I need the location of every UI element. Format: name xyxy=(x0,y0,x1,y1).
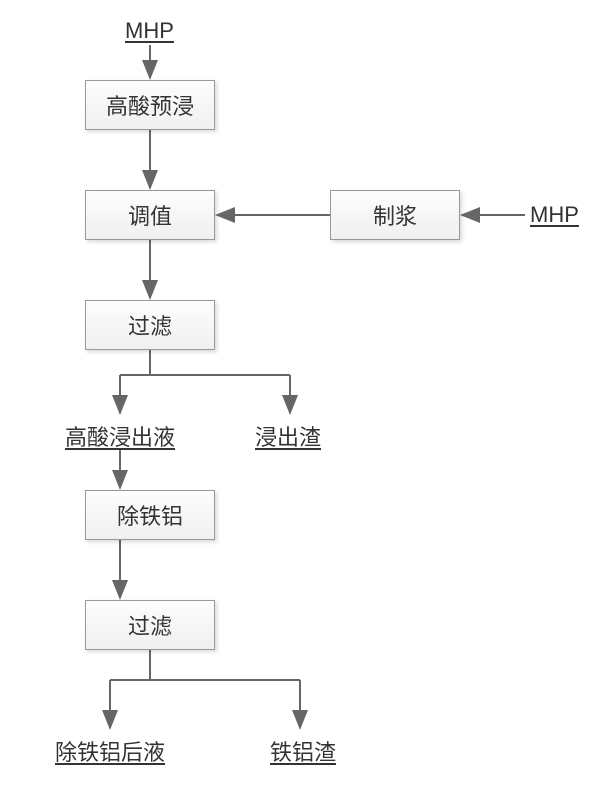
label-jinchu-zha: 浸出渣 xyxy=(255,420,321,452)
box-guolv2: 过滤 xyxy=(85,600,215,650)
label-mhp-top: MHP xyxy=(125,18,174,44)
box-label: 过滤 xyxy=(128,609,172,641)
box-tiaozhi: 调值 xyxy=(85,190,215,240)
box-chutielv: 除铁铝 xyxy=(85,490,215,540)
label-mhp-right: MHP xyxy=(530,202,579,228)
box-zhijiang: 制浆 xyxy=(330,190,460,240)
box-label: 制浆 xyxy=(373,199,417,231)
box-high-acid-preleach: 高酸预浸 xyxy=(85,80,215,130)
box-label: 除铁铝 xyxy=(117,499,183,531)
label-tielv-zha: 铁铝渣 xyxy=(270,735,336,767)
box-guolv1: 过滤 xyxy=(85,300,215,350)
box-label: 高酸预浸 xyxy=(106,89,194,121)
box-label: 调值 xyxy=(128,199,172,231)
label-chutie-out: 除铁铝后液 xyxy=(55,735,165,767)
box-label: 过滤 xyxy=(128,309,172,341)
label-gaosuan-out: 高酸浸出液 xyxy=(65,420,175,452)
